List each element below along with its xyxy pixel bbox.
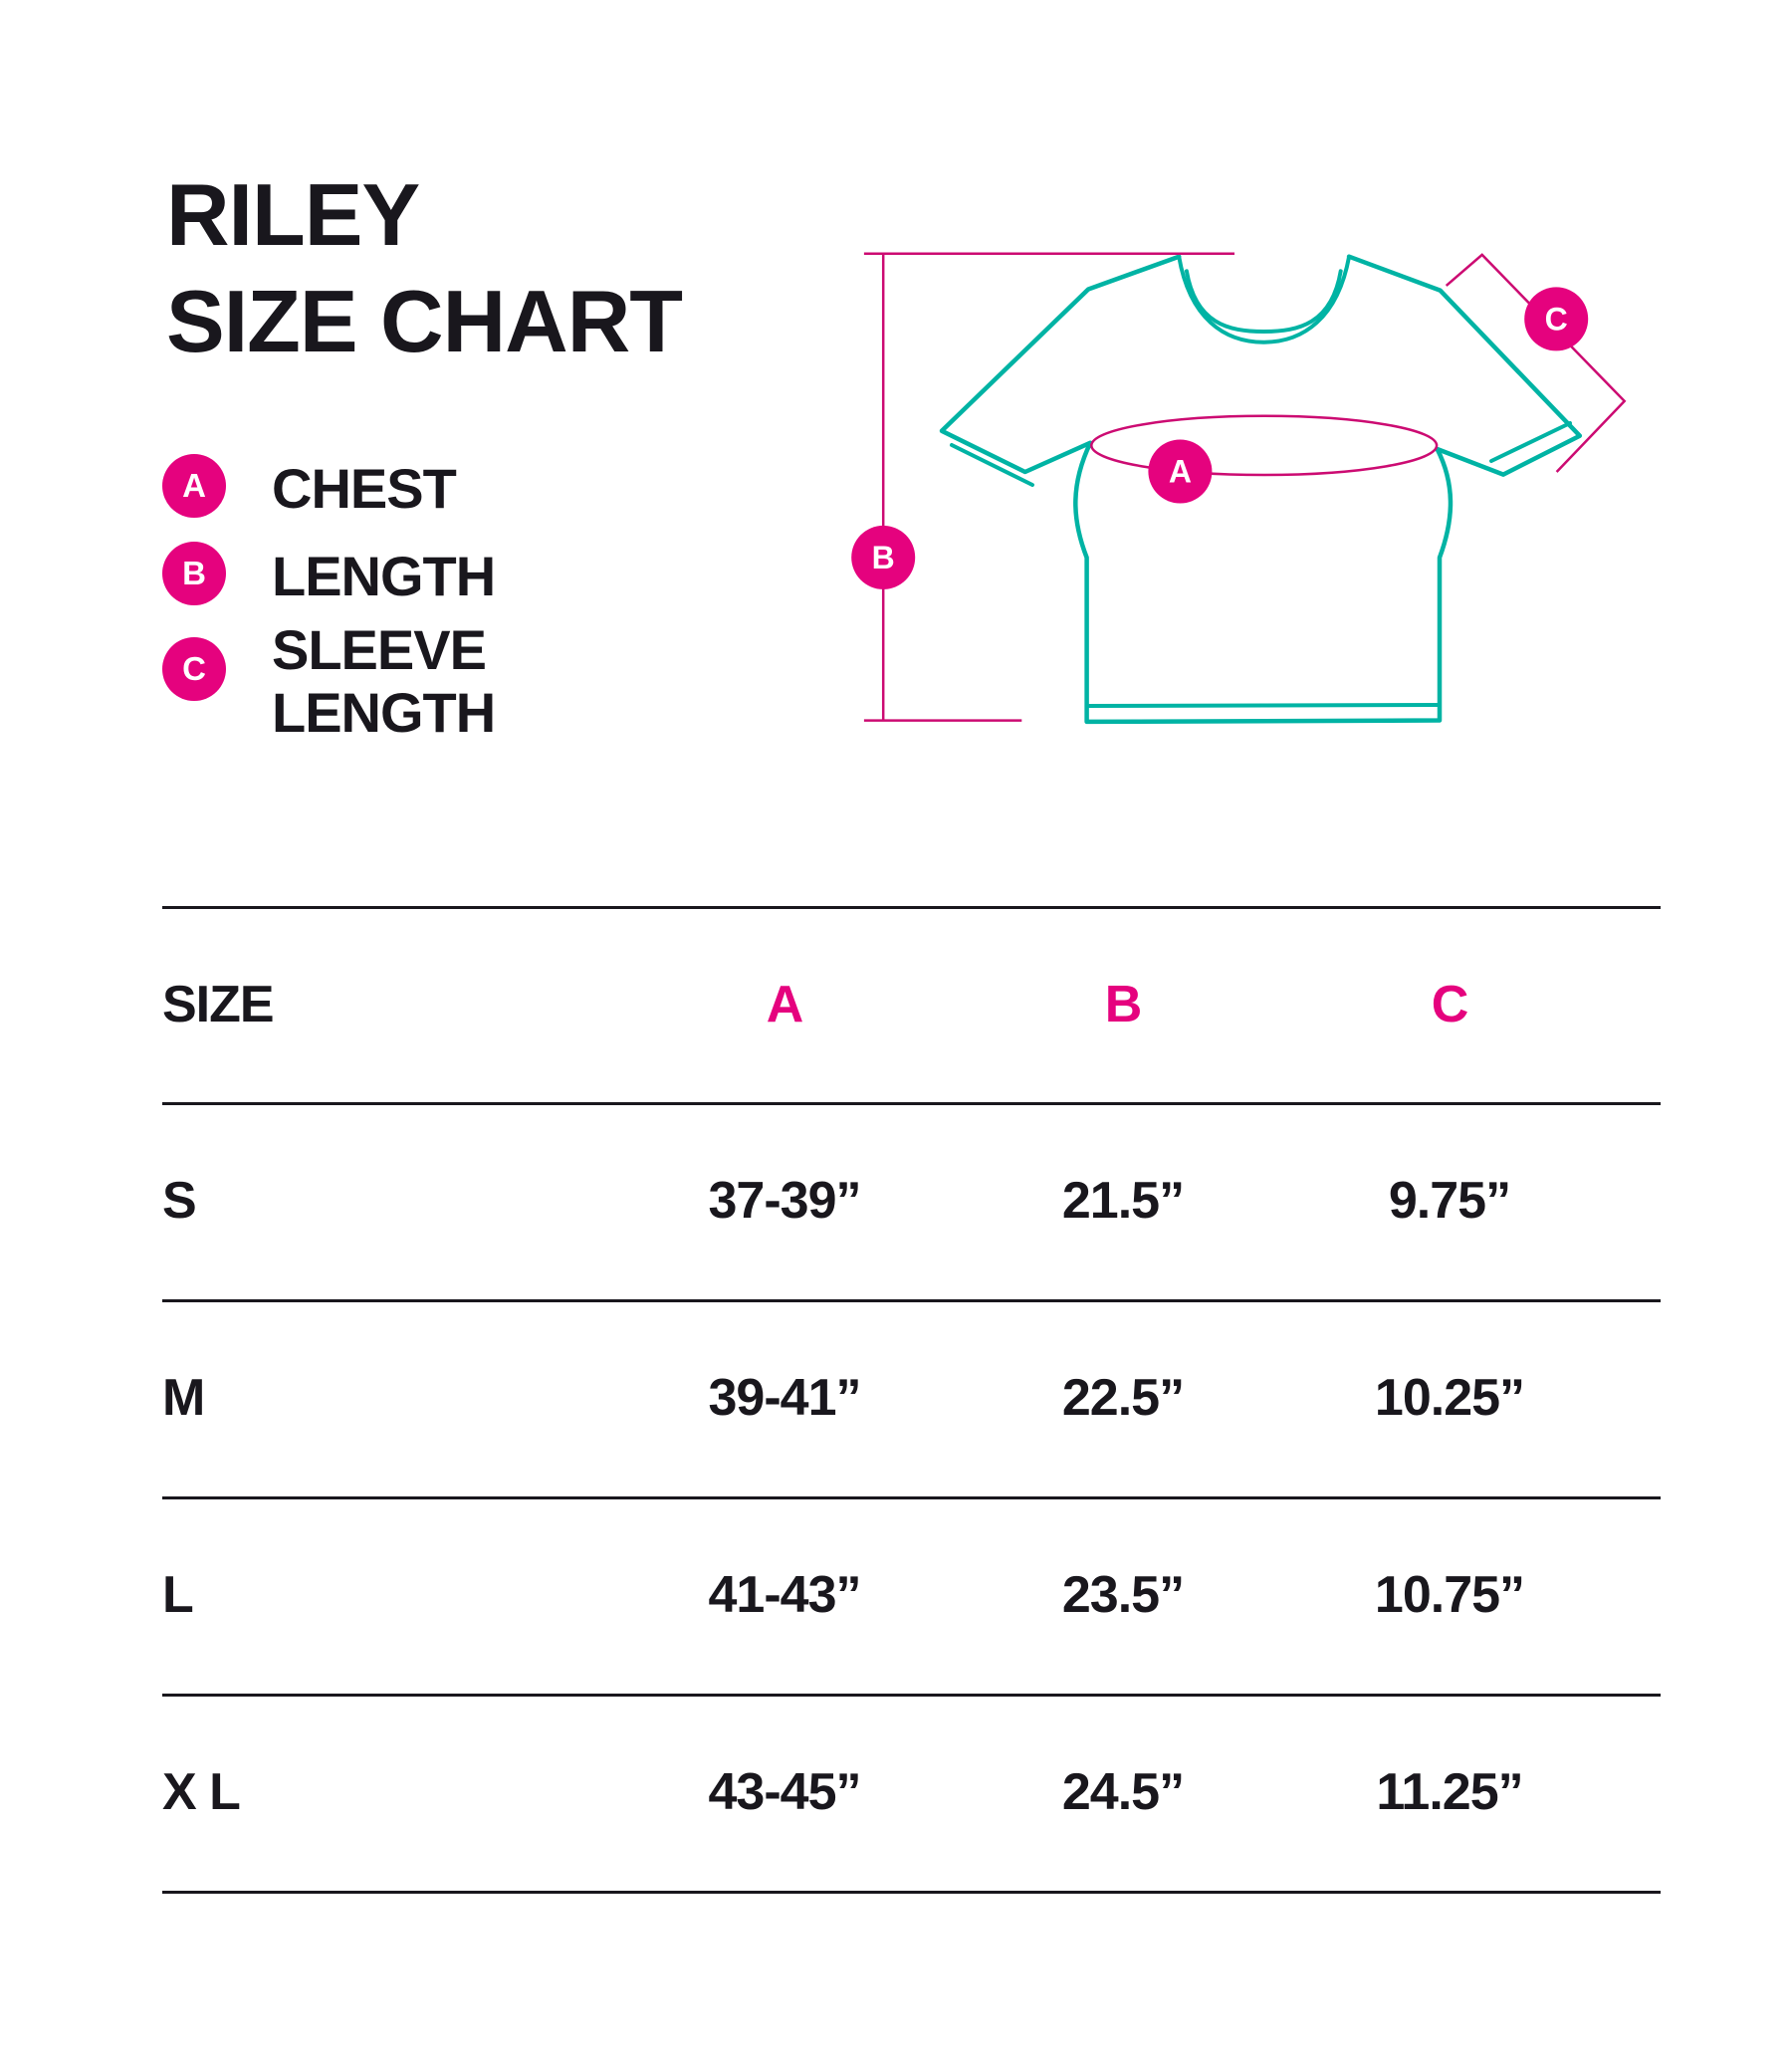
svg-text:B: B (872, 540, 895, 575)
svg-text:C: C (1545, 301, 1568, 337)
svg-text:A: A (1169, 454, 1192, 490)
